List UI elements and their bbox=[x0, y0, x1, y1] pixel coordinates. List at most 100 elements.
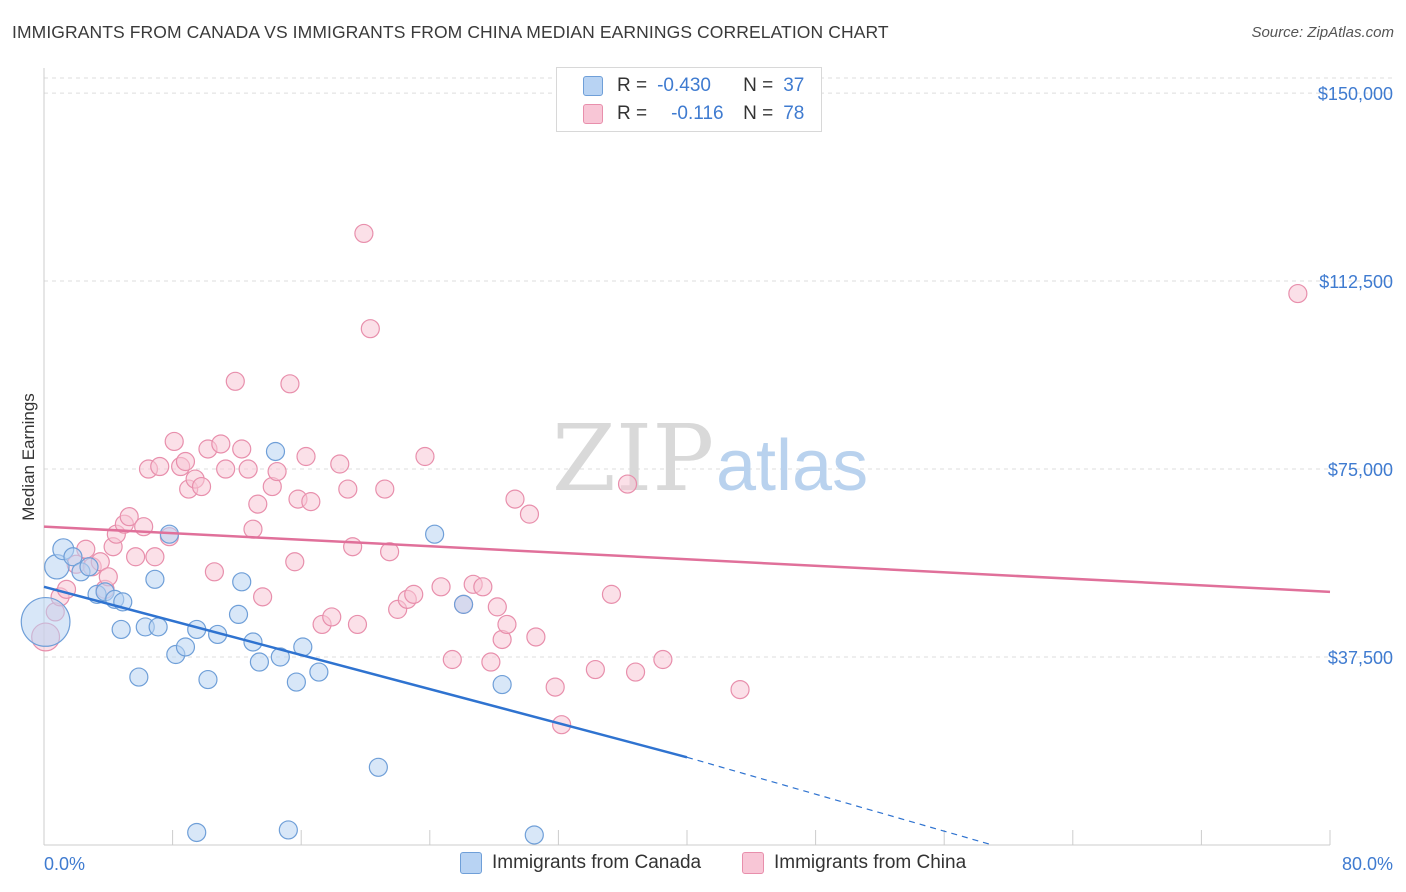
china-point bbox=[211, 434, 231, 454]
canada-point bbox=[79, 557, 99, 577]
china-point bbox=[481, 652, 501, 672]
china-point bbox=[354, 223, 374, 244]
y-tick-label: $75,000 bbox=[1328, 460, 1393, 480]
canada-point bbox=[278, 820, 298, 840]
canada-swatch bbox=[583, 76, 603, 96]
china-point bbox=[119, 507, 139, 527]
china-point bbox=[360, 319, 380, 339]
canada-point bbox=[175, 637, 196, 657]
china-point bbox=[545, 677, 565, 697]
china-point bbox=[301, 492, 321, 512]
china-point bbox=[191, 476, 212, 497]
bottom-legend-china: Immigrants from China bbox=[742, 852, 966, 874]
china-point bbox=[248, 494, 268, 514]
canada-point bbox=[492, 674, 512, 695]
canada-trend-extension bbox=[686, 756, 993, 846]
bottom-legend-canada: Immigrants from Canada bbox=[460, 852, 701, 874]
bottom-legend-canada-label: Immigrants from Canada bbox=[492, 852, 702, 873]
legend-canada-r-value: -0.430 bbox=[657, 75, 711, 96]
china-point bbox=[473, 577, 493, 597]
canada-points bbox=[20, 441, 544, 845]
axes bbox=[43, 68, 1331, 846]
china-point bbox=[380, 542, 400, 562]
canada-point bbox=[249, 652, 270, 672]
legend-row-china: R = -0.116 N = 78 bbox=[583, 101, 804, 127]
china-point bbox=[322, 607, 342, 627]
china-swatch bbox=[583, 104, 603, 124]
source-label: Source: ZipAtlas.com bbox=[1251, 24, 1394, 41]
china-point bbox=[375, 479, 395, 499]
china-point bbox=[243, 519, 263, 539]
axis-labels: $37,500 $75,000 $112,500 $150,000 0.0% 80.0% M… bbox=[19, 84, 1393, 874]
china-point bbox=[497, 614, 517, 635]
china-point bbox=[232, 439, 252, 459]
china-point bbox=[730, 679, 750, 700]
china-point bbox=[238, 459, 258, 479]
canada-point bbox=[453, 594, 474, 614]
watermark: ZIP atlas bbox=[552, 405, 868, 512]
china-point bbox=[415, 446, 435, 467]
canada-point bbox=[228, 604, 249, 625]
china-point bbox=[625, 662, 646, 682]
china-point bbox=[216, 459, 236, 479]
bottom-legend-china-label: Immigrants from China bbox=[774, 852, 967, 873]
canada-point bbox=[309, 662, 329, 682]
china-point bbox=[653, 649, 673, 670]
china-point bbox=[404, 584, 424, 604]
china-point bbox=[505, 489, 525, 509]
china-point bbox=[253, 587, 273, 607]
x-tick-label-max: 80.0% bbox=[1342, 854, 1393, 874]
trend-lines bbox=[43, 525, 1331, 846]
correlation-legend: R = -0.430 N = 37 R = -0.116 N = 78 bbox=[556, 67, 822, 132]
china-point bbox=[487, 597, 507, 617]
watermark-zip: ZIP bbox=[552, 405, 714, 512]
canada-point bbox=[129, 667, 149, 687]
canada-point bbox=[20, 596, 71, 647]
canada-point bbox=[368, 757, 388, 777]
canada-legend-swatch bbox=[460, 852, 482, 874]
china-point bbox=[330, 454, 350, 474]
canada-point bbox=[187, 822, 207, 843]
china-point bbox=[343, 537, 363, 557]
china-legend-swatch bbox=[742, 852, 764, 874]
china-point bbox=[126, 547, 146, 567]
china-point bbox=[296, 446, 316, 467]
china-point bbox=[164, 431, 184, 452]
canada-point bbox=[198, 669, 218, 690]
canada-point bbox=[148, 617, 168, 637]
legend-china-r-label: R = bbox=[617, 103, 648, 124]
canada-point bbox=[425, 524, 445, 544]
gridlines bbox=[44, 77, 1395, 658]
china-point bbox=[225, 371, 245, 391]
x-tick-label-min: 0.0% bbox=[44, 854, 85, 874]
y-tick-label: $150,000 bbox=[1318, 84, 1393, 104]
canada-point bbox=[111, 619, 131, 640]
y-tick-label: $37,500 bbox=[1328, 648, 1393, 668]
china-point bbox=[204, 562, 224, 582]
china-point bbox=[519, 504, 540, 524]
legend-canada-n-value: 37 bbox=[783, 75, 805, 96]
china-point bbox=[145, 547, 165, 567]
y-tick-label: $112,500 bbox=[1319, 272, 1393, 292]
china-point bbox=[601, 584, 622, 604]
china-point bbox=[431, 577, 451, 597]
china-point bbox=[175, 451, 196, 472]
china-point bbox=[280, 374, 300, 394]
canada-point bbox=[286, 672, 306, 692]
legend-canada-r-label: R = bbox=[617, 75, 648, 96]
china-point bbox=[585, 659, 605, 680]
canada-point bbox=[63, 547, 83, 567]
legend-canada-n-label: N = bbox=[743, 75, 774, 96]
legend-row-canada: R = -0.430 N = 37 bbox=[583, 73, 804, 99]
china-point bbox=[442, 649, 462, 670]
china-point bbox=[285, 552, 305, 572]
china-point bbox=[267, 461, 287, 482]
canada-point bbox=[145, 569, 165, 589]
china-point bbox=[617, 474, 638, 494]
china-point bbox=[338, 479, 358, 499]
canada-point bbox=[524, 825, 544, 845]
china-point bbox=[150, 456, 170, 477]
legend-china-n-label: N = bbox=[743, 103, 774, 124]
china-point bbox=[347, 614, 368, 635]
